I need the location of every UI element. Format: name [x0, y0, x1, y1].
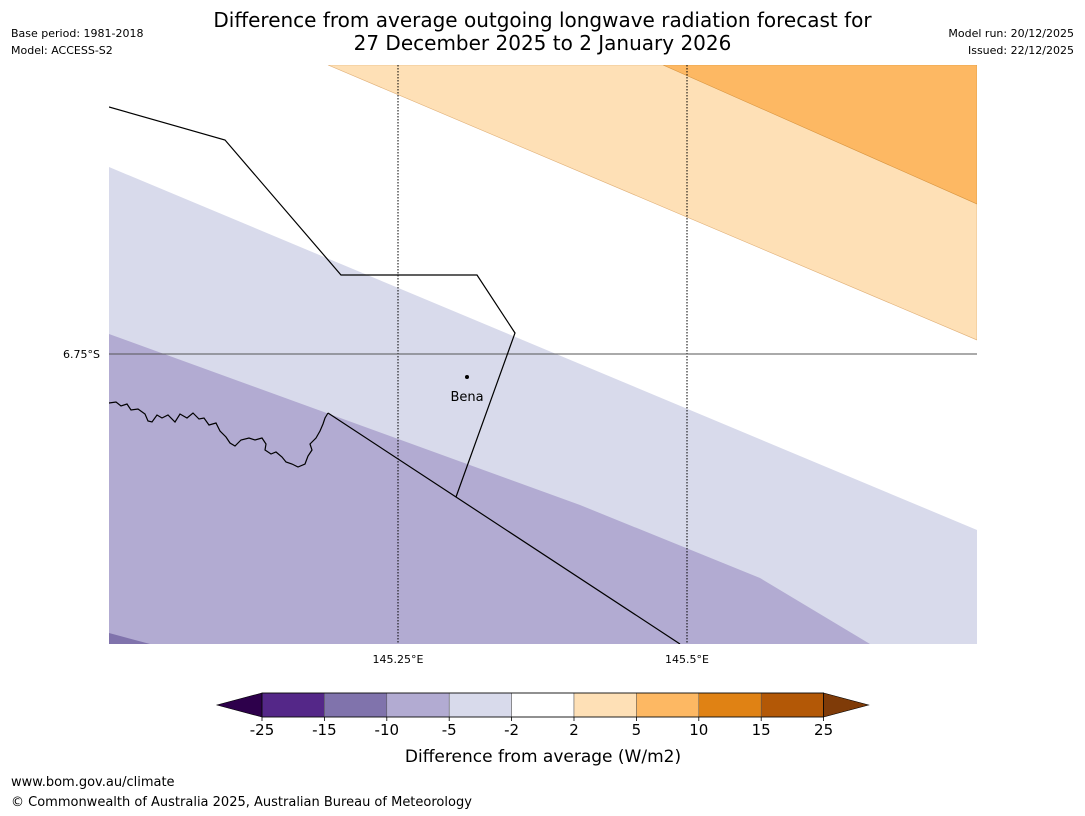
bena-location-marker: [465, 375, 469, 379]
colorbar-segment: [698, 692, 762, 718]
map-title-line-2: 27 December 2025 to 2 January 2026: [353, 31, 732, 55]
colorbar-segment: [573, 692, 637, 718]
colorbar-tick-label: -15: [312, 721, 337, 739]
colorbar-tick-label: 5: [632, 721, 642, 739]
colorbar-tick-label: 2: [569, 721, 579, 739]
province-boundary-north: [109, 106, 516, 498]
lon-label-145-5e: 145.5°E: [665, 653, 709, 666]
colorbar-segment: [448, 692, 512, 718]
bena-label: Bena: [450, 390, 483, 405]
lat-label-6-75s: 6.75°S: [63, 348, 100, 361]
colorbar-tick-label: 25: [814, 721, 833, 739]
map-panel: [109, 65, 977, 644]
issued-label: Issued: 22/12/2025: [967, 44, 1074, 57]
footer-url: www.bom.gov.au/climate: [11, 775, 175, 790]
colorbar-outline: [261, 692, 824, 718]
colorbar-tick-label: -5: [442, 721, 457, 739]
colorbar-title: Difference from average (W/m2): [405, 747, 681, 767]
colorbar-segment: [760, 692, 824, 718]
colorbar-tick-label: -2: [504, 721, 519, 739]
colorbar-segment: [261, 692, 325, 718]
colorbar-tick-label: -25: [250, 721, 275, 739]
province-boundary-south: [327, 412, 681, 644]
base-period-label: Base period: 1981-2018: [11, 27, 144, 40]
colorbar-tick-label: -10: [375, 721, 400, 739]
colorbar-segment: [386, 692, 450, 718]
footer-copyright: © Commonwealth of Australia 2025, Austra…: [11, 795, 472, 810]
band-minus10-to-minus5: [109, 334, 870, 644]
colorbar: -25 -15 -10 -5 -2 2 5 10 15 25: [215, 692, 870, 739]
coastline: [109, 401, 329, 468]
colorbar-segment: [511, 692, 575, 718]
colorbar-segment: [324, 692, 388, 718]
colorbar-tick-label: 15: [752, 721, 771, 739]
model-label: Model: ACCESS-S2: [11, 44, 113, 57]
colorbar-extend-low: [215, 692, 263, 718]
band-5-to-10: [662, 65, 977, 205]
lon-label-145-25e: 145.25°E: [373, 653, 424, 666]
band-2-to-5: [327, 65, 977, 341]
model-run-label: Model run: 20/12/2025: [948, 27, 1074, 40]
colorbar-extend-high: [823, 692, 870, 718]
colorbar-segment: [636, 692, 700, 718]
map-title-line-1: Difference from average outgoing longwav…: [213, 8, 872, 32]
band-minus15-to-minus10: [109, 633, 150, 644]
colorbar-tick-label: 10: [689, 721, 708, 739]
